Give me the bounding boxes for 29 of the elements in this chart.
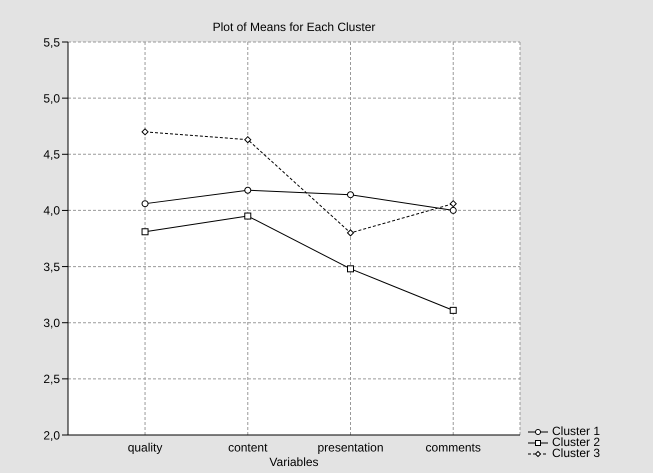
legend-label: Cluster 3 (552, 446, 600, 460)
point (347, 229, 354, 236)
legend-label: Cluster 2 (552, 435, 600, 449)
point (142, 128, 149, 136)
point (450, 206, 457, 214)
x-axis-title: Variables (268, 455, 320, 469)
point (142, 200, 149, 208)
point (244, 212, 252, 220)
y-tick-label: 3,0 (43, 316, 60, 330)
point (142, 228, 149, 236)
x-tick-label: comments (426, 440, 481, 455)
y-tick-label: 2,5 (43, 372, 60, 386)
y-tick-label: 4,5 (43, 148, 60, 162)
chart-title: Plot of Means for Each Cluster (212, 20, 376, 34)
legend-label: Cluster 1 (552, 424, 600, 438)
point (347, 265, 354, 272)
point (244, 136, 252, 144)
x-tick-label: content (228, 440, 268, 455)
x-tick-label: quality (128, 440, 162, 455)
point (450, 306, 457, 314)
y-tick-label: 5,0 (43, 91, 60, 106)
y-tick-label: 3,5 (43, 260, 60, 274)
y-tick-label: 5,5 (43, 35, 60, 50)
y-tick-label: 4,0 (43, 204, 60, 218)
y-tick-label: 2,0 (43, 428, 60, 442)
point (347, 191, 354, 198)
point (450, 200, 457, 208)
x-tick-label: presentation (317, 440, 384, 455)
point (244, 186, 252, 194)
